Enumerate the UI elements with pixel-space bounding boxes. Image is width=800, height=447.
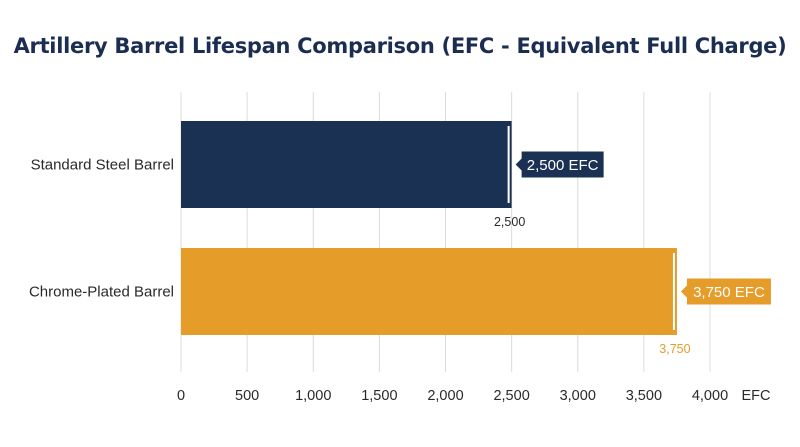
x-axis-label: EFC: [742, 388, 771, 404]
x-tick-label: 3,500: [626, 388, 662, 404]
x-tick-label: 1,500: [361, 388, 397, 404]
x-tick-label: 2,000: [427, 388, 463, 404]
chart-title: Artillery Barrel Lifespan Comparison (EF…: [13, 34, 787, 58]
bar: [181, 121, 512, 208]
x-tick-label: 3,000: [560, 388, 596, 404]
bar: [181, 248, 677, 335]
data-label: 3,750: [659, 342, 690, 356]
callout-box: [515, 151, 604, 178]
data-label: 2,500: [494, 215, 525, 229]
x-tick-label: 1,000: [295, 388, 331, 404]
x-tick-label: 0: [177, 388, 185, 404]
category-label: Standard Steel Barrel: [31, 157, 174, 174]
callout-box: [680, 278, 771, 305]
x-tick-label: 500: [235, 388, 259, 404]
callout-label: 3,750 EFC: [693, 284, 765, 301]
x-tick-label: 4,000: [692, 388, 728, 404]
callout-label: 2,500 EFC: [527, 157, 599, 174]
category-label: Chrome-Plated Barrel: [29, 284, 174, 301]
x-tick-label: 2,500: [493, 388, 529, 404]
